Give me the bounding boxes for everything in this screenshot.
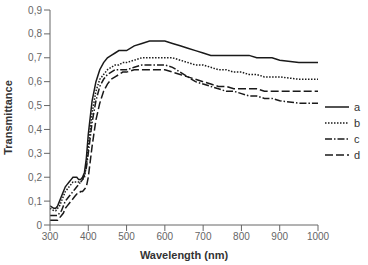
svg-text:800: 800 xyxy=(233,231,250,242)
svg-text:Transmittance: Transmittance xyxy=(8,80,14,155)
svg-text:700: 700 xyxy=(195,231,212,242)
svg-text:400: 400 xyxy=(80,231,97,242)
svg-text:0,8: 0,8 xyxy=(28,28,42,39)
svg-text:1000: 1000 xyxy=(307,231,330,242)
svg-text:0,3: 0,3 xyxy=(28,148,42,159)
svg-text:0,7: 0,7 xyxy=(28,52,42,63)
html-text:a: a xyxy=(354,100,361,113)
svg-text:0,6: 0,6 xyxy=(28,76,42,87)
svg-text:900: 900 xyxy=(271,231,288,242)
svg-text:0,5: 0,5 xyxy=(28,100,42,111)
svg-text:0,9: 0,9 xyxy=(28,5,42,16)
html-text:d: d xyxy=(354,148,361,161)
svg-text:300: 300 xyxy=(42,231,59,242)
svg-text:600: 600 xyxy=(157,231,174,242)
html-text:b: b xyxy=(354,116,361,129)
svg-text:0,2: 0,2 xyxy=(28,172,42,183)
svg-text:0,1: 0,1 xyxy=(28,196,42,207)
svg-text:0,4: 0,4 xyxy=(28,124,42,135)
svg-text:500: 500 xyxy=(118,231,135,242)
svg-text:0: 0 xyxy=(36,220,42,231)
svg-text:Wavelength (nm): Wavelength (nm) xyxy=(140,249,229,261)
html-text:c: c xyxy=(354,132,360,145)
